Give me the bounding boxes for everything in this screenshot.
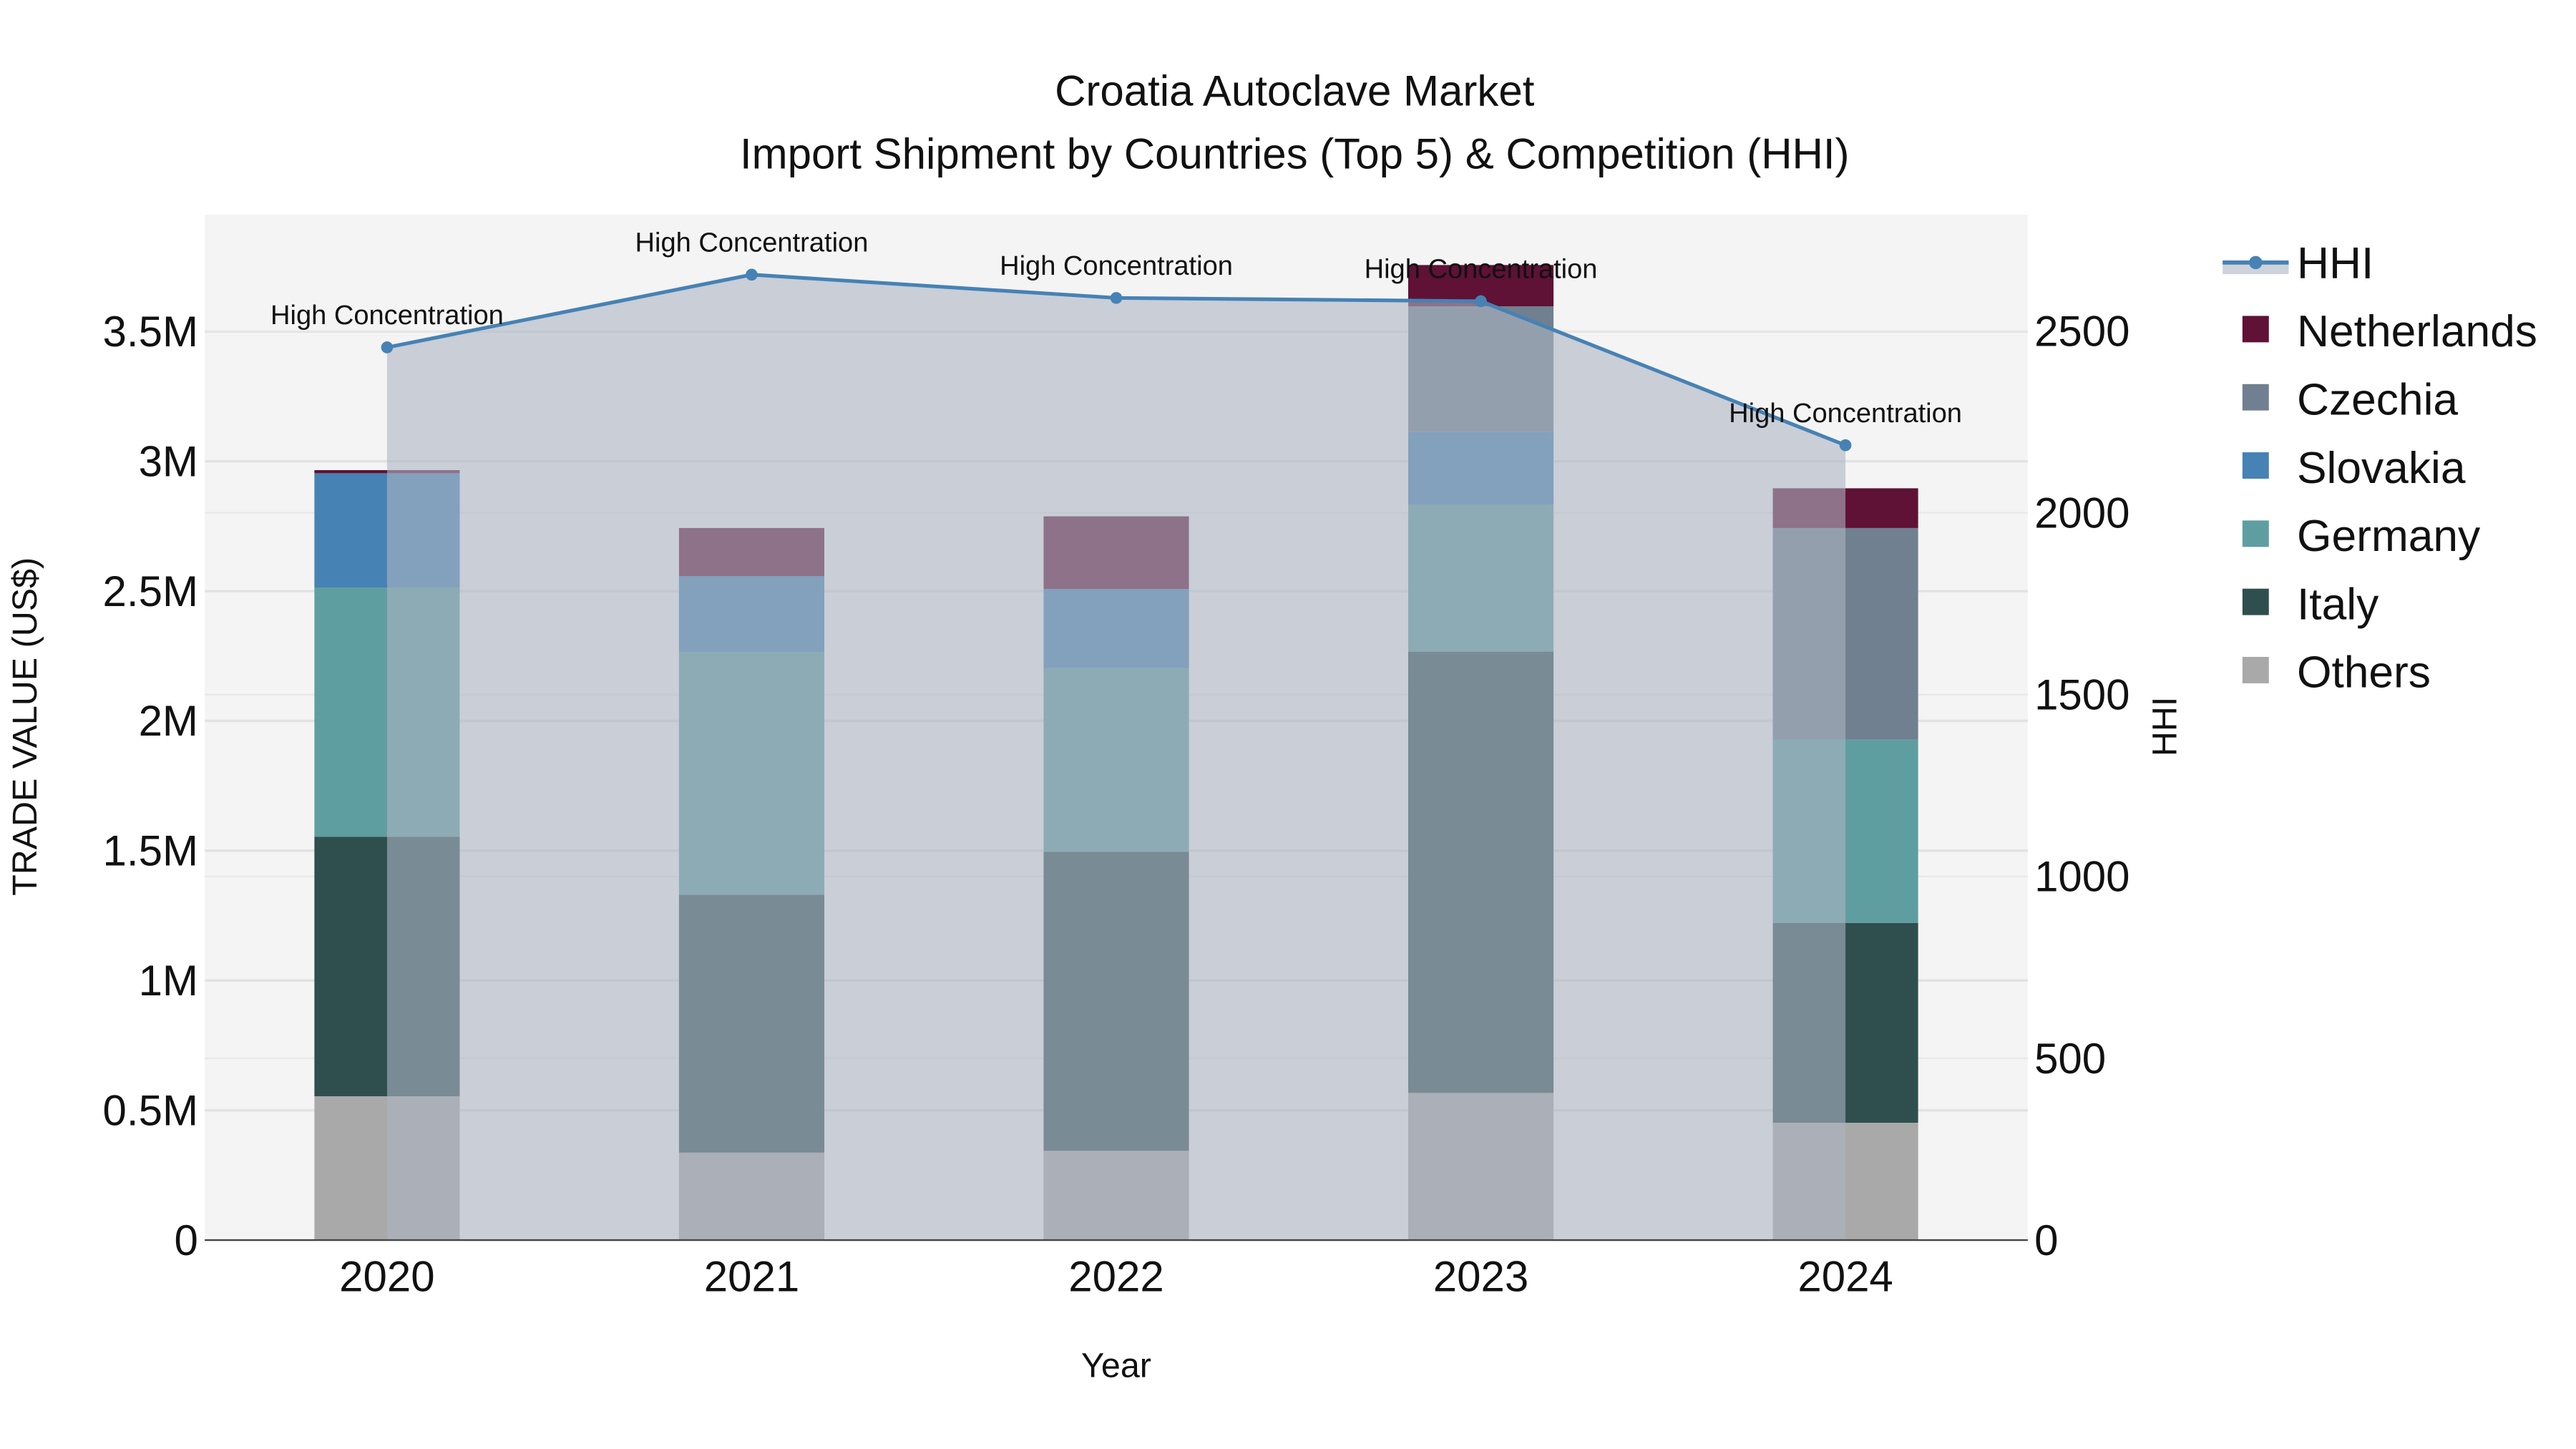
- y2-tick-label: 2500: [2034, 307, 2129, 355]
- hhi-point: [746, 268, 758, 281]
- legend-swatch-netherlands: [2242, 316, 2269, 343]
- x-tick-label: 2021: [704, 1253, 799, 1301]
- x-tick-label: 2024: [1797, 1253, 1893, 1301]
- chart-subtitle: Import Shipment by Countries (Top 5) & C…: [740, 130, 1850, 177]
- legend-swatch-slovakia: [2242, 452, 2269, 479]
- legend-label-slovakia: Slovakia: [2297, 444, 2466, 493]
- y2-axis-label: HHI: [2146, 697, 2185, 756]
- x-tick-label: 2020: [339, 1253, 434, 1301]
- y-tick-label: 0: [175, 1216, 198, 1264]
- legend-label-others: Others: [2297, 648, 2431, 698]
- hhi-point: [1110, 292, 1123, 304]
- hhi-point: [1475, 295, 1487, 308]
- legend-label-italy: Italy: [2297, 580, 2379, 629]
- y2-tick-label: 1500: [2034, 671, 2129, 719]
- y2-tick-label: 2000: [2034, 489, 2129, 537]
- legend-swatch-others: [2242, 657, 2269, 683]
- hhi-annotation: High Concentration: [270, 301, 504, 331]
- y2-tick-label: 0: [2034, 1216, 2058, 1264]
- legend-swatch-hhi-marker: [2249, 255, 2263, 270]
- y2-tick-label: 1000: [2034, 853, 2129, 901]
- x-axis-label: Year: [1081, 1347, 1151, 1385]
- hhi-annotation: High Concentration: [1729, 399, 1962, 429]
- y-tick-label: 2.5M: [103, 567, 198, 615]
- y-tick-label: 1M: [139, 957, 198, 1005]
- legend-label-hhi: HHI: [2297, 239, 2373, 288]
- y-tick-label: 3M: [139, 437, 198, 485]
- y2-axis-ticks: 0 500 1000 1500 2000 2500: [2034, 307, 2129, 1264]
- hhi-annotation: High Concentration: [635, 228, 869, 258]
- y-tick-label: 3.5M: [103, 308, 198, 356]
- y-tick-label: 2M: [139, 697, 198, 745]
- hhi-annotation: High Concentration: [1000, 251, 1233, 281]
- legend-label-germany: Germany: [2297, 512, 2481, 561]
- legend: HHI Netherlands Czechia Slovakia Germany Ital…: [2223, 239, 2537, 698]
- hhi-point: [381, 341, 394, 353]
- legend-label-netherlands: Netherlands: [2297, 307, 2537, 356]
- x-tick-label: 2023: [1433, 1253, 1528, 1301]
- y-axis-ticks: 0 0.5M 1M 1.5M 2M 2.5M 3M 3.5M: [103, 308, 198, 1264]
- hhi-series: High Concentration High Concentration High…: [270, 228, 1962, 1241]
- hhi-point: [1839, 439, 1852, 452]
- x-axis-ticks: 2020 2021 2022 2023 2024: [339, 1253, 1893, 1301]
- y2-tick-label: 500: [2034, 1035, 2106, 1083]
- legend-swatch-czechia: [2242, 384, 2269, 411]
- x-tick-label: 2022: [1068, 1253, 1163, 1301]
- legend-label-czechia: Czechia: [2297, 375, 2458, 424]
- chart-title: Croatia Autoclave Market: [1055, 67, 1535, 115]
- legend-swatch-germany: [2242, 520, 2269, 547]
- y-tick-label: 1.5M: [103, 827, 198, 875]
- y-axis-label: TRADE VALUE (US$): [6, 557, 44, 896]
- legend-swatch-italy: [2242, 588, 2269, 615]
- hhi-annotation: High Concentration: [1365, 255, 1598, 285]
- hhi-area: [386, 274, 1846, 1241]
- y-tick-label: 0.5M: [103, 1086, 198, 1134]
